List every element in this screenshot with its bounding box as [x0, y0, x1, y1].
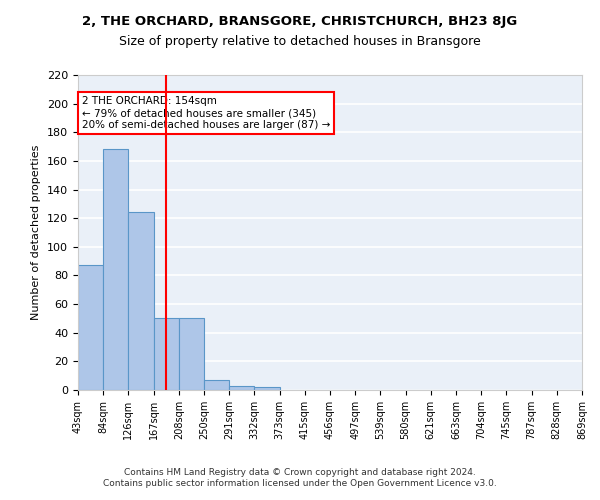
Bar: [204, 380, 229, 390]
Bar: [179, 318, 204, 390]
Bar: [154, 318, 179, 390]
Text: 2 THE ORCHARD: 154sqm
← 79% of detached houses are smaller (345)
20% of semi-det: 2 THE ORCHARD: 154sqm ← 79% of detached …: [82, 96, 330, 130]
Bar: [128, 212, 154, 390]
Text: 2, THE ORCHARD, BRANSGORE, CHRISTCHURCH, BH23 8JG: 2, THE ORCHARD, BRANSGORE, CHRISTCHURCH,…: [82, 15, 518, 28]
Bar: [103, 150, 128, 390]
Bar: [229, 386, 254, 390]
Text: Contains HM Land Registry data © Crown copyright and database right 2024.
Contai: Contains HM Land Registry data © Crown c…: [103, 468, 497, 487]
Bar: [78, 266, 103, 390]
Text: Size of property relative to detached houses in Bransgore: Size of property relative to detached ho…: [119, 35, 481, 48]
Bar: [254, 387, 280, 390]
Y-axis label: Number of detached properties: Number of detached properties: [31, 145, 41, 320]
